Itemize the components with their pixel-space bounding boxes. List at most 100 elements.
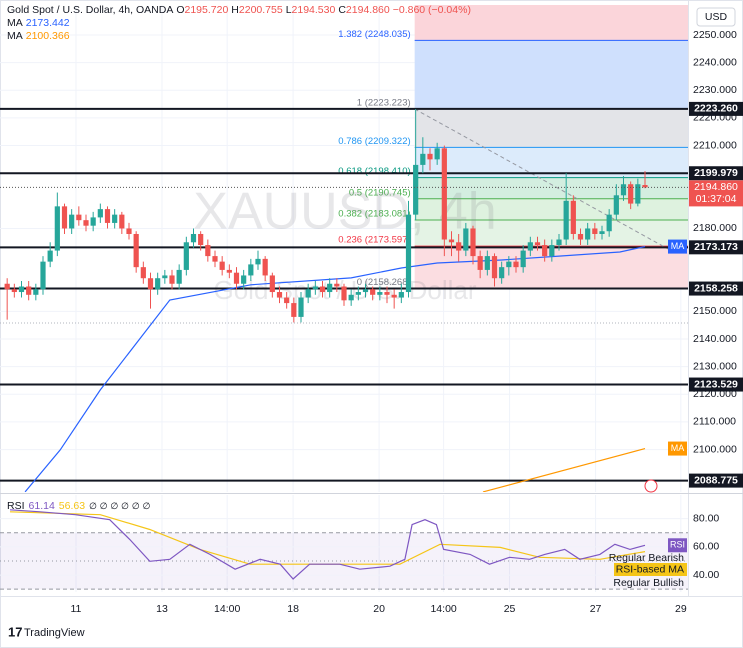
fib-label: 0.786 (2209.322) [338, 136, 410, 147]
candle-body [542, 245, 548, 257]
candle-body [305, 289, 311, 298]
legend: Gold Spot / U.S. Dollar, 4h, OANDA O2195.… [7, 4, 474, 43]
candle-body [291, 303, 297, 317]
candle-body [155, 278, 161, 290]
candle-body [585, 228, 591, 240]
y-tick-label: 2150.000 [693, 305, 737, 317]
rsi-badge-box [668, 538, 687, 553]
candle-body [18, 286, 25, 293]
candle-body [563, 200, 569, 240]
candle-body [226, 269, 232, 273]
candle-body [212, 256, 218, 262]
candle-body [334, 283, 340, 287]
legend-key: C [338, 4, 346, 16]
fib-label: 0 (2158.268) [357, 277, 411, 288]
legend-change: −0.860 (−0.04%) [392, 4, 471, 16]
rsi-legend-value: 61.14 [28, 500, 55, 512]
candle-body [448, 239, 455, 243]
candle-body [126, 228, 132, 234]
candle-body [76, 214, 82, 221]
legend-key: L [285, 4, 292, 16]
candle-body [520, 250, 526, 268]
fib-zone [414, 40, 688, 109]
legend-ma-value: 2100.366 [25, 30, 70, 42]
candle-body [83, 220, 89, 226]
candle-body [69, 214, 75, 229]
level-label-box [689, 377, 743, 392]
level-label: 2123.529 [694, 378, 738, 390]
candle-body [463, 228, 469, 251]
rsi-tick-label: 40.00 [693, 569, 719, 581]
rsi-pane [0, 495, 688, 592]
legend-key: H [231, 4, 239, 16]
level-label-box [689, 240, 743, 255]
moving-average [482, 448, 646, 492]
legend-value: 2194.530 [291, 4, 336, 16]
fib-label: 0.618 (2198.410) [338, 166, 410, 177]
rsi-ma-badge: RSI-based MA [616, 563, 684, 575]
moving-average [24, 246, 646, 492]
rsi-legend-placeholders: ∅ ∅ ∅ ∅ ∅ ∅ [89, 502, 151, 512]
candle-body [556, 239, 562, 246]
candle-body [327, 283, 333, 293]
fib-label: 1.382 (2248.035) [338, 29, 410, 40]
level-label: 2223.260 [694, 103, 738, 115]
legend-key: O [176, 4, 185, 16]
candle-body [284, 297, 290, 304]
y-tick-label: 2140.000 [693, 333, 737, 345]
candle-body [628, 184, 634, 204]
rsi-note: Regular Bullish [613, 577, 684, 589]
candle-body [169, 275, 175, 284]
legend-row: Gold Spot / U.S. Dollar, 4h, OANDA O2195.… [7, 4, 474, 17]
candle-body [456, 242, 462, 251]
candle-body [534, 242, 541, 246]
candle-body [398, 292, 404, 298]
rsi-badge: RSI [670, 540, 685, 550]
candle-body [341, 286, 347, 301]
candle-body [413, 164, 419, 215]
countdown: 01:37:04 [696, 193, 737, 205]
rsi-line [9, 511, 646, 565]
level-label: 2158.258 [694, 282, 738, 294]
level-label-box [689, 101, 743, 116]
logo-mark: 17 [8, 624, 22, 639]
x-tick-label: 14:00 [430, 603, 456, 615]
candle-body [241, 275, 247, 284]
candle-body [549, 245, 555, 257]
candle-body [61, 206, 68, 229]
fib-label: 1 (2223.223) [357, 98, 411, 109]
candle-body [90, 217, 96, 226]
candle-body [405, 214, 412, 293]
branding[interactable]: TradingView [24, 627, 85, 639]
candle-body [255, 258, 261, 265]
candle-body [40, 261, 46, 290]
candle-body [276, 292, 283, 298]
y-tick-label: 2180.000 [693, 222, 737, 234]
legend-ma-value: 2173.442 [25, 17, 70, 29]
candle-body [620, 184, 627, 196]
candle-body [348, 294, 354, 301]
x-tick-label: 11 [71, 603, 82, 615]
candle-body [198, 233, 204, 246]
candle-body [312, 286, 318, 290]
currency-box[interactable] [696, 7, 736, 27]
candle-body [391, 294, 397, 298]
ma-badge: MA [671, 241, 685, 251]
candle-body [427, 153, 433, 160]
candle-body [298, 297, 304, 317]
candle-body [190, 233, 197, 243]
y-tick-label: 2110.000 [693, 416, 736, 428]
candle-body [592, 228, 598, 234]
x-tick-label: 13 [156, 603, 168, 615]
candle-body [269, 275, 275, 293]
legend-value: 2195.720 [184, 4, 229, 16]
y-tick-label: 2130.000 [693, 360, 737, 372]
fib-zone [414, 177, 688, 199]
price-label: 2194.860 [694, 181, 738, 193]
candle-body [233, 272, 240, 284]
candle-body [513, 261, 519, 268]
event-icon[interactable] [644, 479, 658, 493]
rsi-legend-name: RSI [7, 500, 25, 512]
